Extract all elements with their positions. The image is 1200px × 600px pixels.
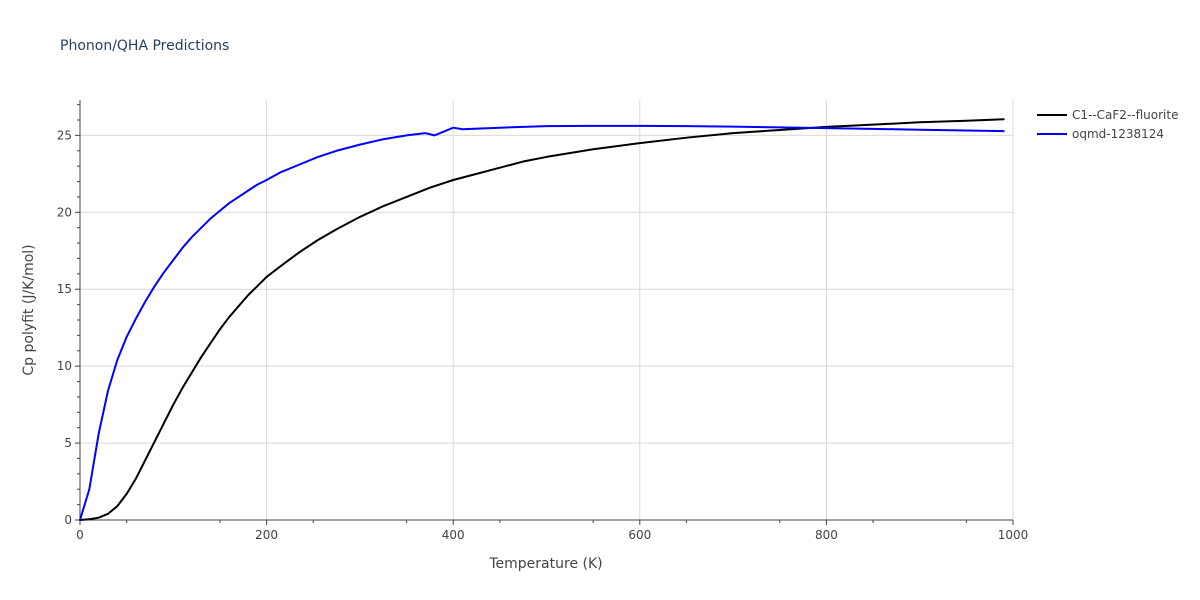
legend-item-c1-caf2-fluorite[interactable]: C1--CaF2--fluorite <box>1037 108 1178 122</box>
x-tick-label: 200 <box>255 528 278 542</box>
series-line-c1-caf2-fluorite[interactable] <box>79 118 1005 521</box>
legend-label-oqmd-1238124: oqmd-1238124 <box>1072 127 1164 141</box>
x-tick-label: 600 <box>628 528 651 542</box>
legend-item-oqmd-1238124[interactable]: oqmd-1238124 <box>1037 127 1164 141</box>
legend: C1--CaF2--fluorite oqmd-1238124 <box>1037 108 1178 141</box>
x-tick-label: 1000 <box>998 528 1029 542</box>
y-tick-label: 10 <box>57 359 72 373</box>
x-tick-label: 800 <box>815 528 838 542</box>
y-tick-label: 20 <box>57 205 72 219</box>
series-line-oqmd-1238124[interactable] <box>79 124 1005 521</box>
x-axis-title: Temperature (K) <box>488 556 602 572</box>
tick-labels: 0 200 400 600 800 1000 0 5 10 15 20 25 <box>57 104 1029 542</box>
axes <box>79 100 1013 521</box>
y-tick-label: 15 <box>57 282 72 296</box>
y-tick-label: 0 <box>64 513 72 527</box>
y-tick-label: 25 <box>57 128 72 142</box>
x-tick-label: 400 <box>442 528 465 542</box>
series-lines <box>79 118 1005 521</box>
grid-lines <box>80 100 1014 520</box>
legend-label-c1-caf2-fluorite: C1--CaF2--fluorite <box>1072 108 1178 122</box>
x-tick-label: 0 <box>76 528 84 542</box>
chart-title: Phonon/QHA Predictions <box>60 38 229 54</box>
y-axis-title: Cp polyfit (J/K/mol) <box>21 244 37 375</box>
y-tick-label: 5 <box>64 436 72 450</box>
